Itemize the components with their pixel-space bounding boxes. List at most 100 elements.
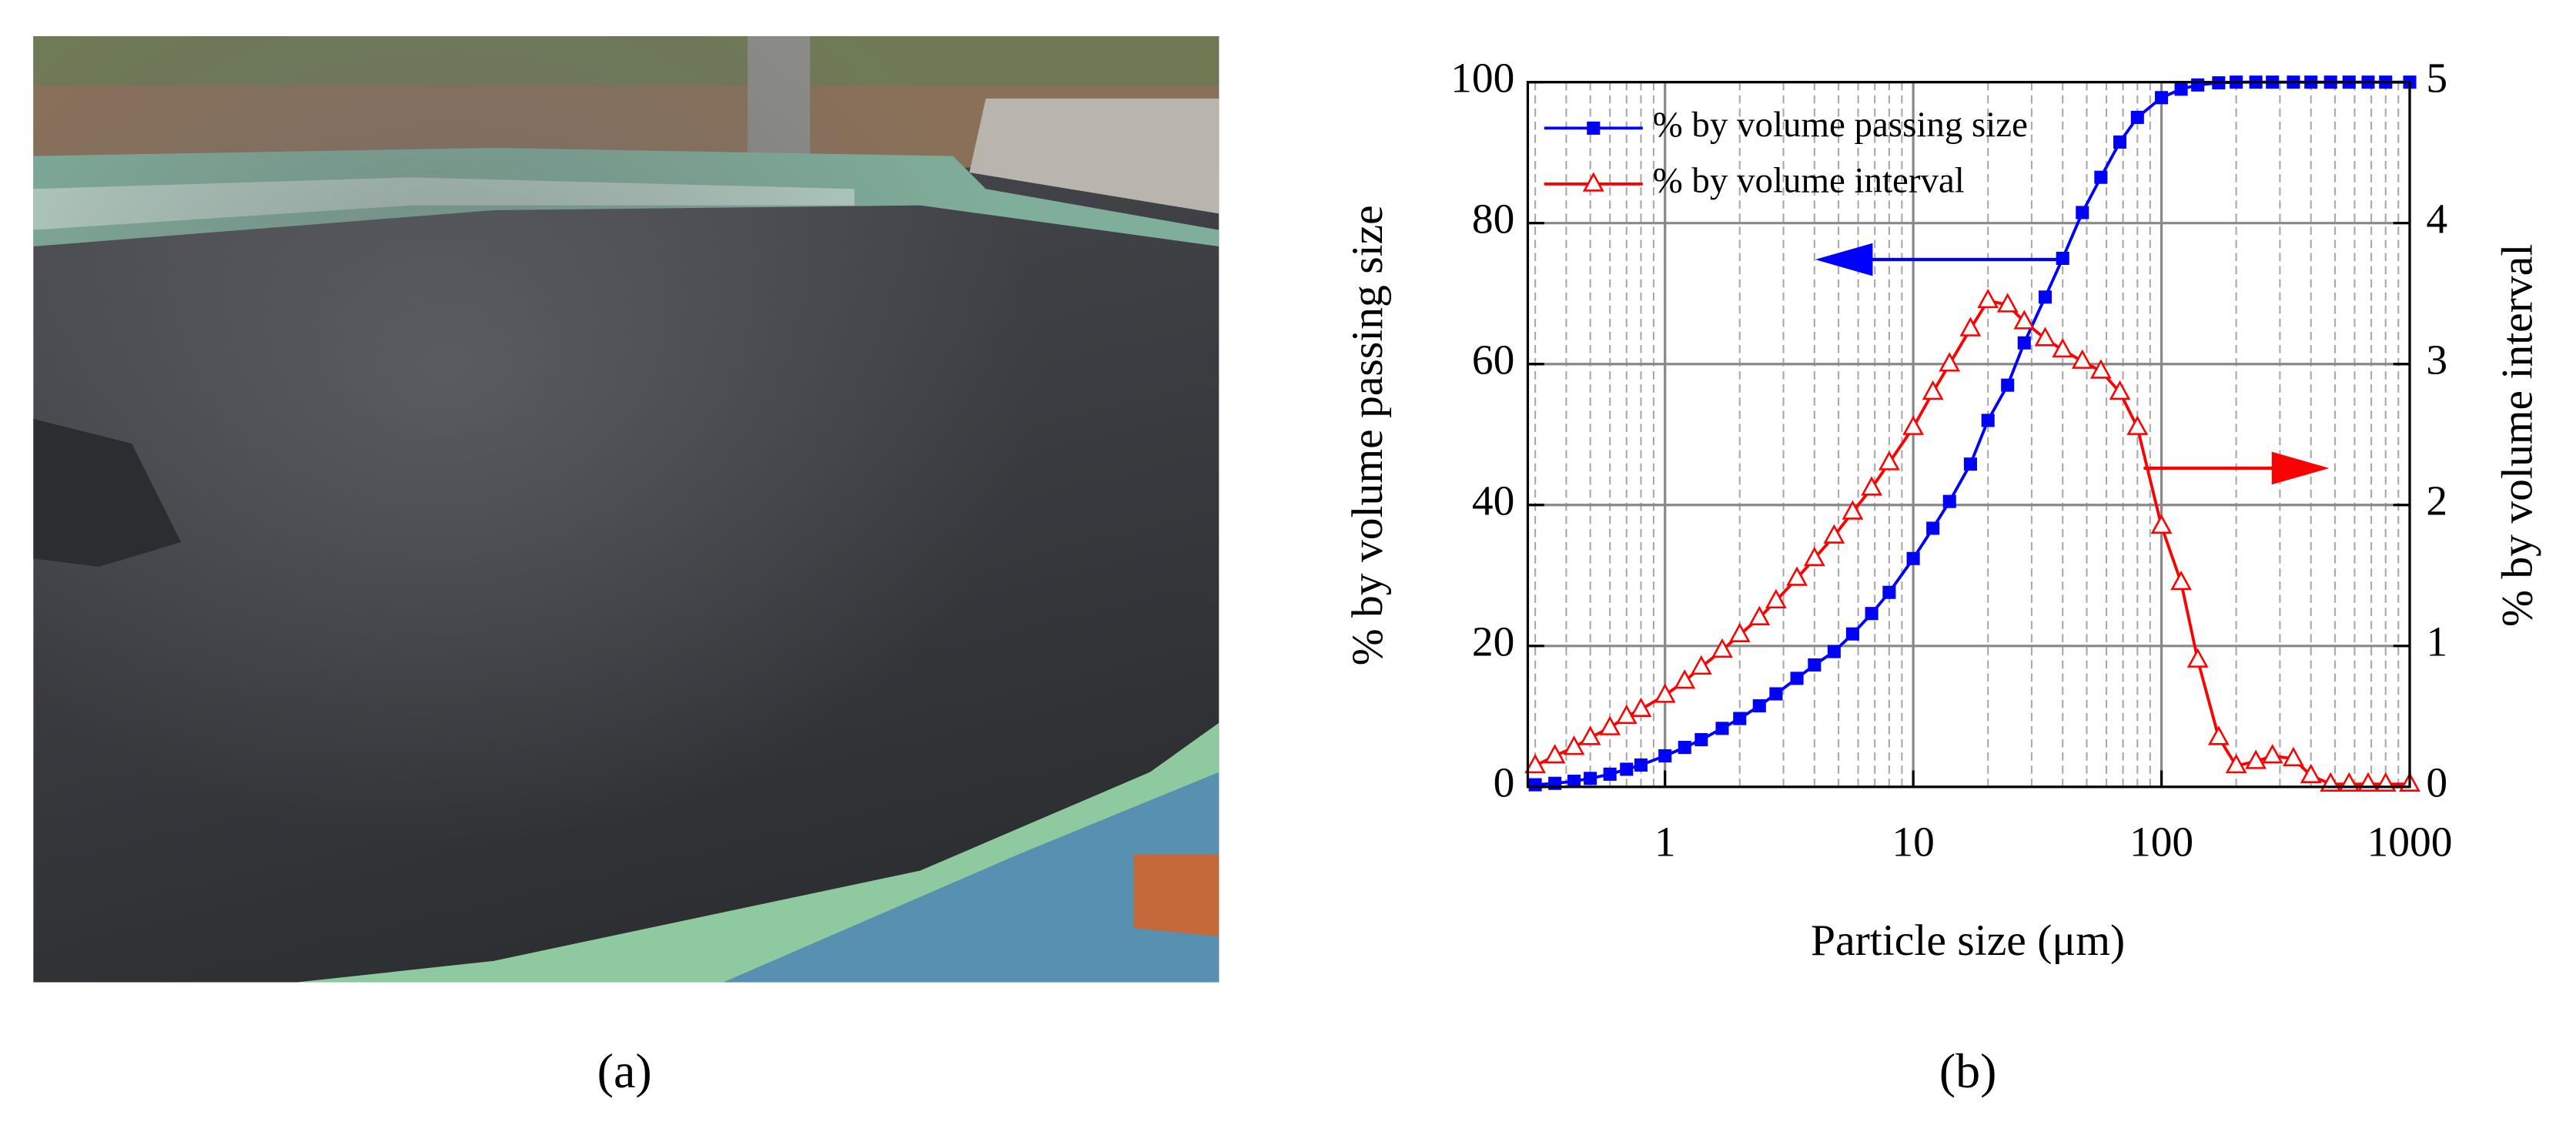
caption: (a) xyxy=(597,1043,652,1098)
arrow-annotation xyxy=(1815,243,2330,485)
point xyxy=(1579,725,1601,745)
point xyxy=(2186,648,2209,668)
point xyxy=(1981,414,1995,427)
point xyxy=(2357,772,2379,792)
point xyxy=(1528,778,1542,792)
point xyxy=(1786,566,1808,586)
point xyxy=(1733,712,1747,725)
point xyxy=(1748,605,1771,625)
point xyxy=(2094,170,2108,184)
x-tick-label: 1 xyxy=(1654,818,1676,865)
caption: (b) xyxy=(1939,1043,1997,1098)
point xyxy=(2056,251,2069,265)
point xyxy=(1694,732,1708,747)
point xyxy=(1922,380,1944,400)
point xyxy=(1728,622,1751,642)
point xyxy=(1963,457,1977,471)
point xyxy=(2001,378,2015,392)
point xyxy=(1567,774,1581,789)
legend-label: % by volume interval xyxy=(1653,161,1965,201)
point xyxy=(2174,82,2188,96)
y2-axis-label: % by volume interval xyxy=(2493,244,2541,627)
y-tick-label: 0 xyxy=(1494,759,1515,806)
y-axis-label: % by volume passing size xyxy=(1343,205,1392,665)
point xyxy=(1678,741,1691,755)
point xyxy=(2155,91,2169,105)
point xyxy=(1584,772,1597,785)
y2-tick-label: 5 xyxy=(2426,54,2447,101)
point xyxy=(2038,290,2052,304)
y-tick-label: 20 xyxy=(1472,618,1514,665)
point xyxy=(1769,687,1783,701)
point xyxy=(1563,735,1585,755)
point xyxy=(1603,767,1617,781)
point xyxy=(1827,645,1841,658)
point xyxy=(1658,749,1672,763)
y-tick-label: 80 xyxy=(1472,195,1514,242)
legend-marker xyxy=(1582,172,1604,192)
point xyxy=(2225,753,2247,774)
y2-tick-label: 0 xyxy=(2426,759,2447,806)
point xyxy=(1524,753,1547,774)
point xyxy=(1865,607,1878,621)
point xyxy=(1544,744,1566,764)
point xyxy=(1942,494,1956,508)
point xyxy=(2283,746,2304,767)
point xyxy=(1977,288,1999,309)
point xyxy=(1882,585,1896,599)
point xyxy=(2071,349,2093,369)
point xyxy=(1959,317,1982,337)
series-line xyxy=(1534,299,2410,786)
point xyxy=(2300,763,2322,783)
point xyxy=(2207,725,2230,745)
x-axis-label: Particle size (μm) xyxy=(1811,916,2125,965)
point xyxy=(1902,415,1925,435)
legend-marker xyxy=(1587,121,1601,135)
point xyxy=(1996,293,2019,313)
x-tick-label: 10 xyxy=(1892,818,1934,865)
point xyxy=(1765,588,1787,609)
point xyxy=(1615,704,1638,725)
point xyxy=(2034,327,2056,347)
point xyxy=(2076,206,2089,219)
legend-label: % by volume passing size xyxy=(1653,105,2028,145)
y2-tick-label: 4 xyxy=(2426,195,2447,242)
point xyxy=(2261,744,2283,764)
point xyxy=(1690,655,1712,675)
point xyxy=(1845,627,1859,641)
point xyxy=(2126,415,2149,435)
point xyxy=(1630,697,1652,717)
y2-tick-label: 3 xyxy=(2426,336,2447,383)
plot-frame xyxy=(1526,81,2411,789)
point xyxy=(1842,500,1864,520)
point xyxy=(1715,722,1729,735)
y2-tick-label: 1 xyxy=(2426,618,2447,665)
point xyxy=(2191,78,2205,92)
point xyxy=(1823,524,1845,544)
point xyxy=(2013,310,2036,330)
point xyxy=(1634,758,1648,772)
y-tick-label: 100 xyxy=(1450,54,1514,101)
point xyxy=(2170,570,2192,591)
point xyxy=(1926,521,1940,535)
point xyxy=(1599,715,1621,735)
point xyxy=(2374,772,2397,792)
point xyxy=(1861,476,1883,496)
point xyxy=(1654,683,1676,703)
point xyxy=(2052,337,2074,358)
point xyxy=(1803,546,1825,567)
point xyxy=(1674,669,1696,689)
y-tick-label: 60 xyxy=(1472,336,1514,383)
point xyxy=(2113,135,2127,149)
x-tick-label: 1000 xyxy=(2367,818,2453,865)
point xyxy=(2109,380,2131,400)
x-tick-label: 100 xyxy=(2129,818,2193,865)
point xyxy=(1878,450,1900,471)
point xyxy=(1906,551,1920,565)
legend: % by volume passing size % by volume inte… xyxy=(1544,105,2028,201)
point xyxy=(1939,352,1961,372)
point xyxy=(1620,762,1634,776)
point xyxy=(2089,359,2112,379)
point xyxy=(2245,749,2267,769)
